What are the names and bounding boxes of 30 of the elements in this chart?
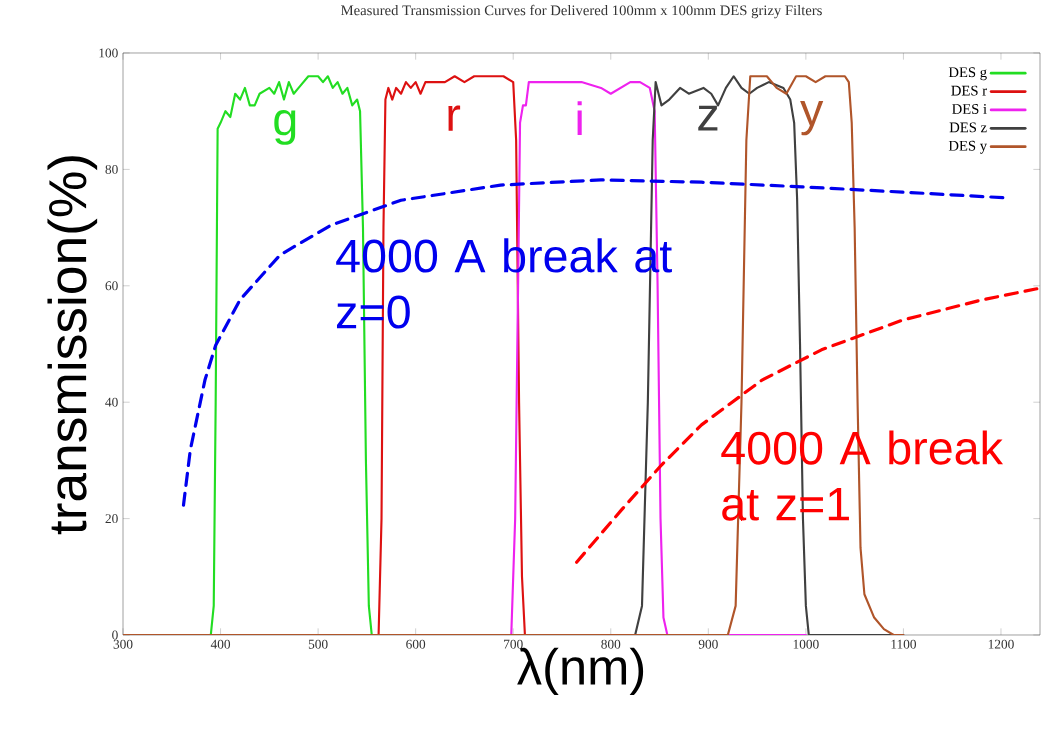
y-tick-label: 0	[112, 630, 118, 640]
y-tick-label: 100	[99, 48, 118, 58]
annotation: y	[800, 101, 824, 136]
x-tick-label: 900	[698, 639, 718, 649]
legend-label: DES z	[949, 122, 987, 133]
x-tick-label: 700	[504, 639, 523, 649]
y-tick-label: 40	[105, 397, 118, 407]
y-tick-label: 20	[105, 514, 118, 524]
x-tick-label: 800	[601, 639, 621, 649]
annotation: z	[698, 105, 718, 131]
x-tick-label: 600	[406, 639, 426, 649]
x-tick-label: 1200	[988, 639, 1014, 649]
x-tick-label: 400	[210, 639, 231, 649]
y-tick-label: 80	[105, 164, 118, 174]
annotation: g	[274, 110, 296, 145]
legend-label: DES g	[948, 67, 987, 81]
y-tick-label: 60	[105, 281, 118, 291]
annotation: r	[448, 105, 461, 131]
legend-label: DES r	[951, 85, 987, 96]
x-tick-label: 1000	[793, 639, 819, 649]
legend-label: DES y	[948, 140, 988, 154]
y-axis-title: transmission(%)	[47, 156, 98, 535]
x-axis-title: λ(nm)	[517, 647, 644, 696]
x-tick-label: 1100	[891, 639, 917, 649]
chart-title: Measured Transmission Curves for Delivered 100mm x 100mm DES grizy Filters	[341, 4, 822, 19]
x-tick-label: 300	[113, 639, 133, 649]
legend-label: DES i	[952, 104, 987, 114]
x-tick-label: 500	[308, 639, 328, 649]
annotation: i	[577, 101, 582, 136]
line-series	[575, 286, 1040, 564]
